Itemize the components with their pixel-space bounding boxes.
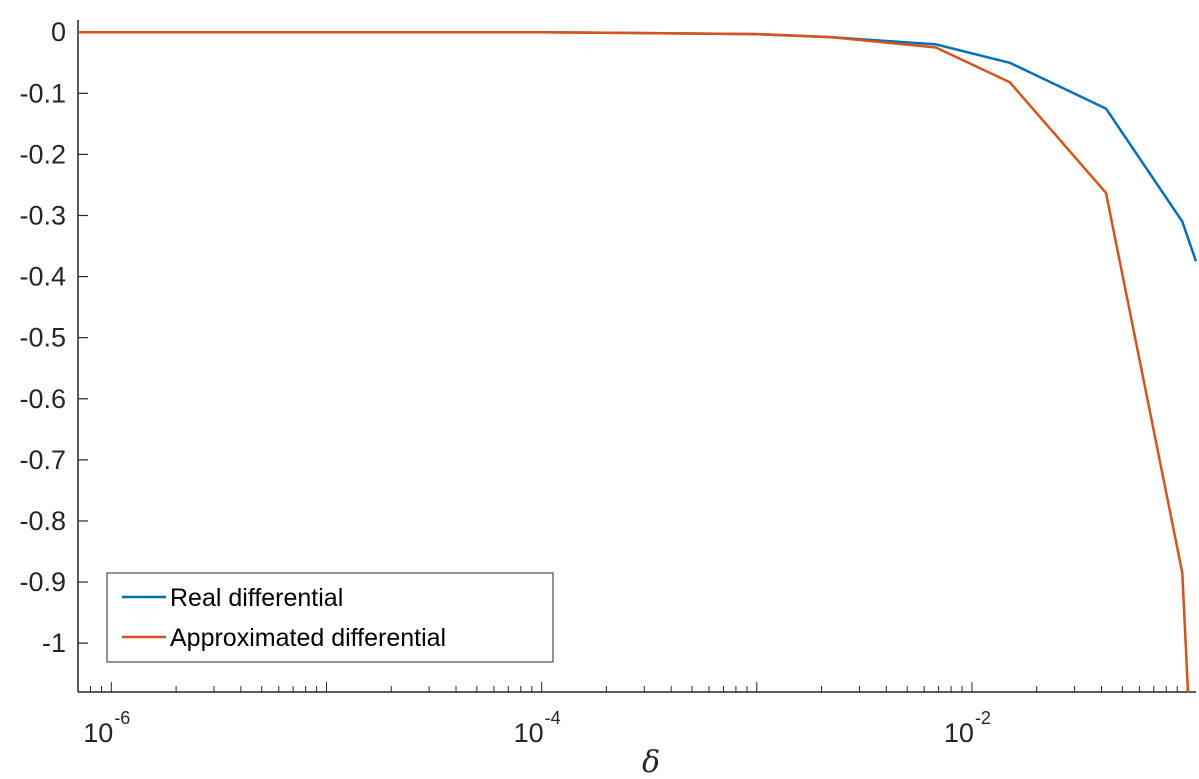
y-tick-label: -0.5 xyxy=(19,323,66,353)
x-tick-label-base: 10 xyxy=(944,718,974,748)
x-tick-label-exponent: -2 xyxy=(975,708,991,728)
y-tick-label: -0.8 xyxy=(19,506,66,536)
legend: Real differential Approximated different… xyxy=(106,572,554,663)
series-line-approximated-differential xyxy=(78,30,1190,693)
x-tick-label-exponent: -6 xyxy=(114,708,130,728)
x-tick-label-base: 10 xyxy=(514,718,544,748)
y-tick-label: -0.3 xyxy=(19,200,66,230)
x-tick-label-exponent: -4 xyxy=(545,708,561,728)
legend-label-real-differential: Real differential xyxy=(170,584,343,612)
legend-label-approximated-differential: Approximated differential xyxy=(170,624,446,652)
y-tick-label: -0.2 xyxy=(19,139,66,169)
series-line-real-differential xyxy=(78,30,1198,262)
y-tick-label: -0.6 xyxy=(19,384,66,414)
axes xyxy=(77,20,1196,693)
y-ticks: 0 -0.1 -0.2 -0.3 -0.4 -0.5 -0.6 -0.7 -0.8 -0.9 -1 xyxy=(19,17,88,658)
series-group xyxy=(78,30,1198,693)
x-axis-label: δ xyxy=(642,745,660,779)
y-tick-label: -0.9 xyxy=(19,567,66,597)
legend-box xyxy=(106,572,554,663)
y-tick-label: -1 xyxy=(42,628,66,658)
x-ticks: 10 -6 10 -4 10 -2 xyxy=(77,682,1188,748)
y-tick-label: -0.1 xyxy=(19,78,66,108)
y-tick-label: -0.7 xyxy=(19,445,66,475)
y-tick-label: 0 xyxy=(51,17,66,47)
x-tick-label-base: 10 xyxy=(83,718,113,748)
y-tick-label: -0.4 xyxy=(19,262,66,292)
